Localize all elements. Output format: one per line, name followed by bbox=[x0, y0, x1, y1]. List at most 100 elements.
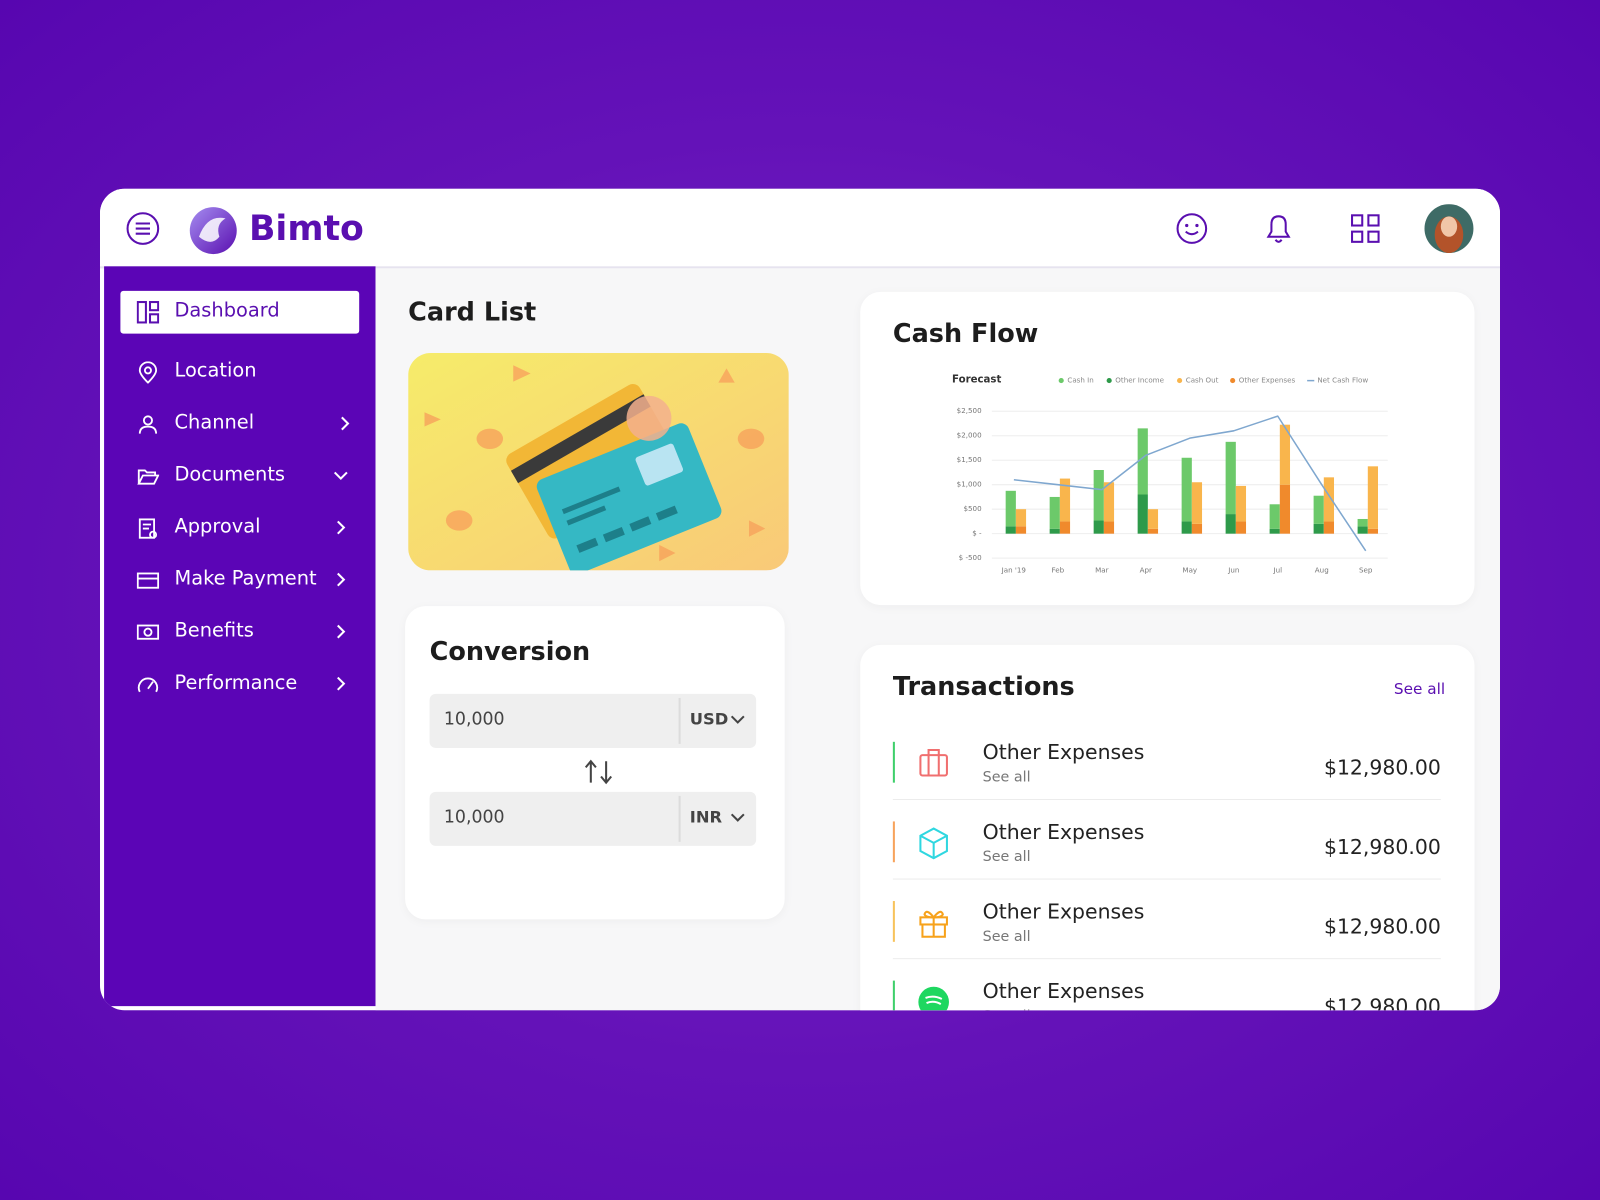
x-tick-label: Jun bbox=[1227, 565, 1239, 574]
row-name[interactable]: Other Expenses bbox=[982, 819, 1145, 844]
currency-select[interactable]: USD bbox=[689, 709, 729, 729]
currency-select[interactable]: INR bbox=[689, 807, 723, 827]
row-name[interactable]: Other Expenses bbox=[982, 739, 1145, 765]
transactions-card bbox=[860, 644, 1475, 1011]
bar bbox=[1049, 528, 1060, 534]
row-name[interactable]: Other Expenses bbox=[982, 898, 1145, 924]
row-accent bbox=[892, 980, 895, 1011]
line bbox=[1013, 415, 1367, 552]
bar bbox=[1313, 495, 1324, 524]
legend-label: Net Cash Flow bbox=[1317, 376, 1368, 385]
amount-value: 10,000 bbox=[443, 807, 505, 828]
bar bbox=[1181, 521, 1192, 534]
row-amount: $12,980.00 bbox=[1323, 834, 1441, 860]
row-accent bbox=[892, 821, 895, 863]
bar bbox=[1059, 478, 1071, 522]
section-title: Transactions bbox=[892, 671, 1075, 702]
bar bbox=[1137, 428, 1148, 495]
avatar[interactable] bbox=[1424, 204, 1474, 254]
nav-icon bbox=[137, 469, 160, 485]
bar bbox=[1147, 528, 1159, 534]
legend-swatch bbox=[1177, 378, 1183, 384]
legend-label: Other Expenses bbox=[1239, 376, 1296, 385]
nav-icon bbox=[138, 361, 158, 384]
x-tick-label: Mar bbox=[1095, 565, 1109, 574]
row-link[interactable]: See all bbox=[982, 848, 1031, 866]
x-tick-label: Jul bbox=[1272, 565, 1282, 574]
nav-item[interactable]: Location bbox=[174, 359, 257, 382]
divider bbox=[678, 795, 681, 842]
menu-button[interactable] bbox=[126, 211, 161, 246]
section-title: Conversion bbox=[429, 636, 591, 667]
legend-label: Cash In bbox=[1067, 376, 1093, 385]
nav-item[interactable]: Performance bbox=[174, 671, 298, 694]
legend-swatch bbox=[1106, 378, 1112, 384]
bar bbox=[1191, 482, 1203, 524]
row-link[interactable]: See all bbox=[982, 769, 1031, 786]
y-tick-label: $1,500 bbox=[957, 455, 982, 464]
y-tick-label: $ -500 bbox=[959, 553, 982, 562]
nav-item[interactable]: Channel bbox=[174, 411, 255, 434]
nav-item[interactable]: Benefits bbox=[174, 619, 254, 642]
nav-item[interactable]: Make Payment bbox=[174, 567, 317, 590]
y-tick-label: $500 bbox=[963, 504, 982, 513]
bar bbox=[1323, 477, 1335, 522]
row-icon bbox=[919, 910, 948, 938]
bar bbox=[1225, 514, 1236, 534]
nav-icon bbox=[136, 572, 160, 589]
nav-icon bbox=[136, 301, 160, 324]
bar bbox=[1005, 490, 1016, 527]
bar bbox=[1323, 521, 1335, 534]
row-divider bbox=[892, 878, 1441, 880]
bar bbox=[1313, 523, 1324, 534]
bar bbox=[1269, 528, 1280, 534]
legend-label: Cash Out bbox=[1186, 376, 1219, 385]
nav-active[interactable] bbox=[120, 290, 360, 334]
nav-item[interactable]: Dashboard bbox=[174, 298, 280, 322]
row-accent bbox=[892, 901, 895, 942]
row-name[interactable]: Other Expenses bbox=[982, 978, 1145, 1004]
amount-value: 10,000 bbox=[443, 709, 505, 730]
amount-input[interactable] bbox=[429, 693, 757, 748]
row-accent bbox=[892, 741, 895, 783]
row-divider bbox=[892, 958, 1441, 960]
y-tick-label: $2,500 bbox=[957, 406, 982, 415]
nav-item[interactable]: Documents bbox=[174, 463, 286, 486]
see-all-link[interactable]: See all bbox=[1393, 679, 1446, 698]
row-icon bbox=[919, 827, 948, 860]
apps-button[interactable] bbox=[1350, 213, 1381, 244]
nav-icon bbox=[136, 624, 160, 640]
x-tick-label: May bbox=[1182, 565, 1197, 574]
bar bbox=[1181, 457, 1192, 522]
chart-title: Forecast bbox=[952, 375, 1001, 386]
bar bbox=[1279, 424, 1291, 485]
bar bbox=[1059, 521, 1071, 534]
notification-button[interactable] bbox=[1262, 211, 1295, 246]
row-amount: $12,980.00 bbox=[1323, 914, 1441, 939]
nav-item[interactable]: Approval bbox=[174, 515, 261, 538]
row-link[interactable]: See all bbox=[982, 928, 1031, 945]
section-title: Card List bbox=[408, 296, 537, 327]
legend-swatch bbox=[1058, 378, 1064, 384]
app-window: Bimto Dashboard Location Channel Documen… bbox=[99, 188, 1500, 1011]
emoji-button[interactable] bbox=[1176, 212, 1209, 245]
amount-input[interactable] bbox=[429, 791, 757, 846]
header bbox=[99, 188, 1500, 269]
x-tick-label: Apr bbox=[1140, 565, 1152, 574]
legend-label: Other Income bbox=[1115, 376, 1164, 385]
card-illustration bbox=[408, 353, 789, 571]
row-link[interactable]: See all bbox=[983, 1009, 1031, 1010]
bar bbox=[1093, 520, 1104, 534]
bar bbox=[1235, 521, 1247, 534]
bar bbox=[1015, 509, 1027, 527]
row-icon bbox=[918, 986, 949, 1011]
row-divider bbox=[892, 798, 1441, 800]
bar bbox=[1005, 526, 1016, 534]
nav-icon bbox=[137, 677, 159, 693]
legend-swatch bbox=[1230, 378, 1236, 384]
cash-flow-card bbox=[860, 291, 1475, 606]
nav-icon bbox=[138, 415, 158, 434]
bar bbox=[1103, 482, 1115, 522]
